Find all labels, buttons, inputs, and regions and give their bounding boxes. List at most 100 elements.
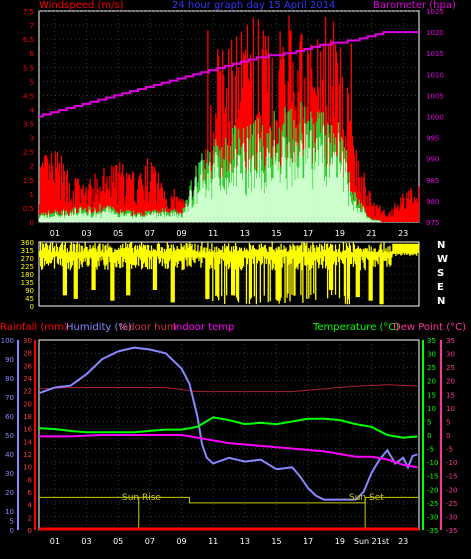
wind-low-bar xyxy=(120,212,122,222)
temp-x-tick: 15 xyxy=(271,537,281,546)
direction-bar xyxy=(416,243,418,256)
direction-bar xyxy=(112,252,114,301)
direction-bar xyxy=(195,251,197,259)
wind-speed-bar xyxy=(171,199,173,222)
wind-speed-bar xyxy=(370,204,372,222)
direction-bar xyxy=(237,250,240,303)
rain-y-tick: 18 xyxy=(23,413,32,421)
barometer-y-tick: 975 xyxy=(426,219,439,227)
wind-speed-bar xyxy=(350,43,353,222)
wind-low-bar xyxy=(148,214,151,222)
wind-speed-bar xyxy=(60,155,63,222)
direction-bar xyxy=(285,247,287,257)
direction-bar xyxy=(134,246,136,266)
wind-y-tick: 4 xyxy=(30,106,35,114)
wind-low-bar xyxy=(236,166,239,222)
wind-low-bar xyxy=(279,183,281,222)
wind-low-bar xyxy=(121,214,123,222)
direction-bar xyxy=(99,243,101,258)
direction-bar xyxy=(341,251,344,264)
wind-speed-bar xyxy=(405,209,407,222)
wind-speed-bar xyxy=(133,172,135,222)
direction-bar xyxy=(280,243,282,298)
direction-bar xyxy=(375,252,377,261)
direction-bar xyxy=(355,248,357,298)
direction-bar xyxy=(75,244,77,299)
direction-bar xyxy=(246,250,249,265)
wind-speed-bar xyxy=(154,170,157,222)
direction-bar xyxy=(236,250,239,301)
temp-y-tick: 20 xyxy=(427,378,436,386)
wind-low-bar xyxy=(229,163,232,222)
wind-speed-bar xyxy=(390,216,392,222)
wind-low-bar xyxy=(82,215,84,222)
direction-bar xyxy=(108,247,110,257)
wind-low-bar xyxy=(249,172,252,222)
direction-bar xyxy=(394,243,396,254)
wind-speed-bar xyxy=(230,40,233,223)
wind-low-bar xyxy=(112,211,114,222)
direction-bar xyxy=(92,245,94,290)
wind-speed-bar xyxy=(115,164,117,222)
wind-speed-bar xyxy=(368,190,370,222)
direction-bar xyxy=(187,247,189,258)
wind-speed-bar xyxy=(342,129,345,222)
wind-low-bar xyxy=(168,216,170,222)
wind-low-bar xyxy=(46,217,49,222)
wind-low-bar xyxy=(165,216,167,222)
indoor-temp-line xyxy=(38,384,418,393)
wind-y-tick: 2 xyxy=(30,163,34,171)
direction-bar xyxy=(88,249,90,266)
wind-speed-bar xyxy=(145,186,148,222)
wind-low-bar xyxy=(94,210,96,222)
direction-bar xyxy=(45,243,48,264)
direction-bar xyxy=(151,250,154,257)
wind-low-bar xyxy=(224,190,226,222)
wind-speed-bar xyxy=(335,52,338,222)
direction-bar xyxy=(97,246,99,262)
wind-speed-bar xyxy=(129,174,131,222)
direction-bar xyxy=(214,246,216,270)
wind-low-bar xyxy=(179,213,181,222)
wind-speed-bar xyxy=(329,39,332,223)
wind-low-bar xyxy=(332,151,335,222)
wind-speed-bar xyxy=(136,189,139,222)
direction-bar xyxy=(384,250,386,261)
wind-low-bar xyxy=(180,216,182,222)
wind-speed-bar xyxy=(80,188,82,222)
wind-low-bar xyxy=(326,163,329,222)
wind-speed-bar xyxy=(48,163,51,222)
wind-speed-bar xyxy=(177,201,179,222)
wind-low-bar xyxy=(229,182,231,222)
direction-bar xyxy=(127,244,129,296)
wind-low-bar xyxy=(313,147,315,222)
wind-x-tick: 21 xyxy=(366,229,376,238)
direction-bar xyxy=(192,250,194,261)
wind-x-tick: 13 xyxy=(240,229,250,238)
wind-speed-bar xyxy=(55,167,58,222)
direction-bar xyxy=(268,246,270,265)
wind-speed-bar xyxy=(62,164,65,222)
dew-y-tick: 10 xyxy=(446,405,455,413)
direction-bar xyxy=(232,245,235,296)
wind-low-bar xyxy=(72,215,74,222)
wind-low-bar xyxy=(353,201,355,222)
direction-bar xyxy=(336,252,339,257)
wind-low-bar xyxy=(142,216,145,222)
direction-bar xyxy=(184,249,186,258)
wind-low-bar xyxy=(91,217,93,222)
barometer-y-axis: 975 980 985 990 995 1000 1005 1010 1015 1020 1025 xyxy=(426,8,444,227)
direction-bar xyxy=(49,242,52,264)
dew-y-tick: 30 xyxy=(446,351,455,359)
wind-low-bar xyxy=(339,172,342,222)
direction-bar xyxy=(43,247,46,266)
wind-speed-bar xyxy=(416,198,418,222)
wind-low-bar xyxy=(334,151,337,222)
direction-bar xyxy=(277,246,279,301)
direction-bar xyxy=(373,248,375,261)
wind-low-bar xyxy=(344,172,347,222)
wind-low-bar xyxy=(175,216,177,222)
direction-bar xyxy=(325,243,328,266)
direction-bar xyxy=(53,246,56,269)
wind-low-bar xyxy=(328,178,331,222)
